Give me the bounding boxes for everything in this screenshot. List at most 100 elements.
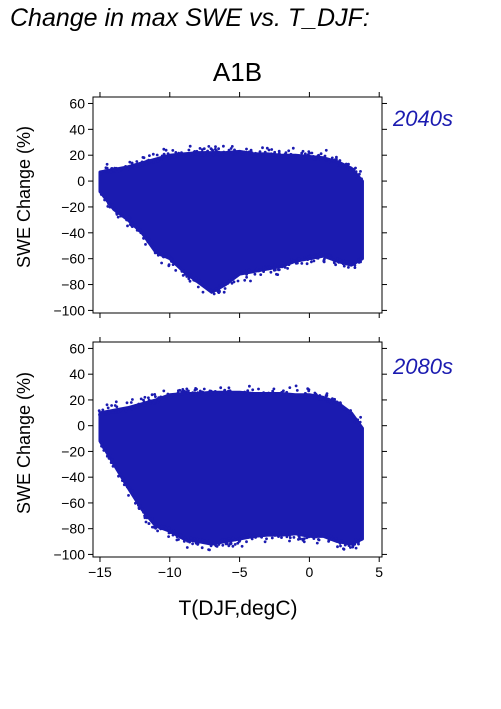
data-point	[135, 164, 139, 168]
data-point	[194, 387, 198, 390]
data-point	[351, 262, 355, 265]
x-tick-label: 0	[306, 564, 314, 580]
data-point	[185, 275, 189, 278]
data-point	[147, 522, 151, 525]
data-point	[262, 391, 265, 395]
data-point	[222, 150, 226, 154]
data-point	[187, 148, 191, 152]
data-point	[273, 150, 277, 154]
data-point	[265, 146, 269, 150]
data-point	[187, 389, 190, 393]
data-point	[319, 152, 323, 156]
data-point	[284, 263, 287, 267]
data-point	[316, 256, 320, 260]
data-point	[147, 158, 151, 162]
data-point	[270, 536, 274, 540]
data-point	[318, 394, 322, 397]
data-point	[202, 387, 206, 391]
y-tick-label: 20	[69, 147, 85, 163]
data-point	[327, 539, 331, 542]
data-point	[240, 544, 244, 548]
data-point	[214, 145, 217, 149]
data-point	[260, 393, 263, 397]
data-point	[262, 270, 265, 273]
x-tick-label: −10	[158, 564, 182, 580]
data-point	[277, 268, 281, 272]
data-point	[288, 536, 292, 540]
data-point	[283, 266, 287, 269]
data-point	[198, 393, 201, 396]
data-point	[354, 538, 357, 541]
data-point	[144, 520, 148, 524]
data-point	[105, 162, 109, 166]
data-point	[225, 539, 228, 542]
data-point	[121, 479, 124, 482]
data-point	[117, 212, 121, 215]
panel-2040s: 60 40 20 0 −20 −40 −60 −80 −100 SWE Change (%)	[14, 92, 387, 318]
data-point	[339, 544, 342, 548]
data-point	[198, 538, 202, 542]
data-point	[219, 392, 223, 396]
data-point	[245, 533, 249, 537]
data-point	[288, 531, 292, 534]
data-point	[169, 531, 173, 534]
data-point	[153, 393, 157, 396]
data-point	[98, 413, 101, 417]
data-point	[285, 390, 289, 394]
figure-title: Change in max SWE vs. T_DJF:	[10, 4, 370, 32]
data-point	[147, 514, 151, 518]
data-point	[177, 264, 180, 268]
y-tick-label: −20	[61, 443, 85, 459]
data-point	[324, 397, 328, 401]
data-point	[322, 534, 326, 538]
data-point	[300, 532, 304, 536]
data-point	[198, 279, 202, 283]
data-point	[222, 290, 226, 294]
data-point	[142, 236, 146, 240]
data-point	[188, 272, 191, 276]
data-point	[334, 536, 337, 540]
data-point	[348, 411, 351, 415]
data-point	[145, 516, 149, 520]
data-point	[167, 526, 171, 530]
data-point	[277, 535, 280, 538]
data-point	[236, 279, 240, 283]
data-point	[346, 409, 350, 413]
data-point	[352, 167, 356, 171]
data-points	[98, 144, 364, 296]
data-point	[194, 276, 198, 280]
data-point	[307, 535, 311, 539]
data-point	[188, 144, 192, 148]
data-point	[291, 146, 295, 150]
y-tick-label: −100	[53, 302, 85, 318]
data-point	[125, 406, 128, 410]
data-point	[233, 538, 237, 542]
data-point	[138, 164, 142, 168]
data-point	[283, 152, 287, 156]
data-point	[101, 445, 105, 449]
data-point	[154, 395, 157, 398]
data-point	[244, 393, 247, 397]
data-point	[313, 391, 317, 395]
data-point	[298, 537, 302, 541]
data-point	[106, 205, 110, 208]
data-point	[162, 152, 166, 156]
data-point	[229, 147, 233, 150]
data-point	[152, 158, 156, 162]
data-point	[107, 411, 111, 415]
data-point	[111, 411, 115, 414]
data-point	[159, 527, 163, 531]
data-point	[234, 273, 238, 277]
data-point	[206, 541, 210, 545]
data-point	[164, 252, 168, 256]
data-point	[347, 540, 351, 544]
panel-label-2040s: 2040s	[393, 106, 453, 131]
data-point	[116, 208, 119, 212]
data-point	[172, 261, 176, 264]
data-point	[128, 160, 132, 164]
data-point	[239, 271, 243, 274]
data-point	[257, 387, 260, 391]
data-point	[263, 540, 267, 544]
data-point	[196, 542, 200, 546]
data-point	[223, 282, 227, 286]
